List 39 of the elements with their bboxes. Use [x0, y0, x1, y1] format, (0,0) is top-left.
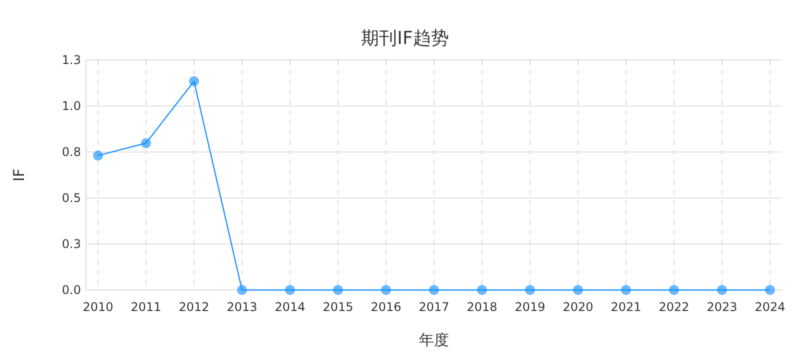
- point: [573, 285, 583, 295]
- x-tick-label: 2016: [370, 300, 402, 314]
- x-tick-label: 2020: [562, 300, 594, 314]
- x-tick-label: 2011: [130, 300, 162, 314]
- point: [189, 76, 199, 86]
- x-tick-label: 2022: [658, 300, 690, 314]
- x-axis-title: 年度: [419, 331, 449, 349]
- x-tick-label: 2024: [754, 300, 786, 314]
- chart-title: 期刊IF趋势: [361, 28, 449, 49]
- point: [621, 285, 631, 295]
- y-tick-label: 1.3: [62, 53, 81, 67]
- point: [525, 285, 535, 295]
- point: [285, 285, 295, 295]
- x-tick-label: 2010: [82, 300, 114, 314]
- x-tick-label: 2023: [706, 300, 738, 314]
- point: [93, 150, 103, 161]
- point: [333, 285, 343, 295]
- y-tick-label: 0.5: [62, 191, 81, 205]
- point: [669, 285, 679, 295]
- point: [381, 285, 391, 295]
- point: [765, 285, 775, 295]
- y-tick-label: 0.3: [62, 237, 81, 251]
- y-tick-label: 1.0: [62, 99, 81, 113]
- point: [477, 285, 487, 295]
- point: [717, 285, 727, 295]
- y-tick-label: 0.0: [62, 283, 81, 297]
- x-tick-label: 2015: [322, 300, 354, 314]
- point: [141, 138, 151, 148]
- point: [237, 285, 247, 295]
- x-tick-label: 2019: [514, 300, 546, 314]
- x-tick-label: 2017: [418, 300, 450, 314]
- x-tick-label: 2014: [274, 300, 306, 314]
- x-tick-label: 2012: [178, 300, 210, 314]
- point: [429, 285, 439, 295]
- x-tick-label: 2021: [610, 300, 642, 314]
- x-tick-label: 2013: [226, 300, 258, 314]
- y-tick-label: 0.8: [62, 145, 81, 159]
- x-tick-label: 2018: [466, 300, 498, 314]
- y-axis-title: IF: [10, 168, 28, 182]
